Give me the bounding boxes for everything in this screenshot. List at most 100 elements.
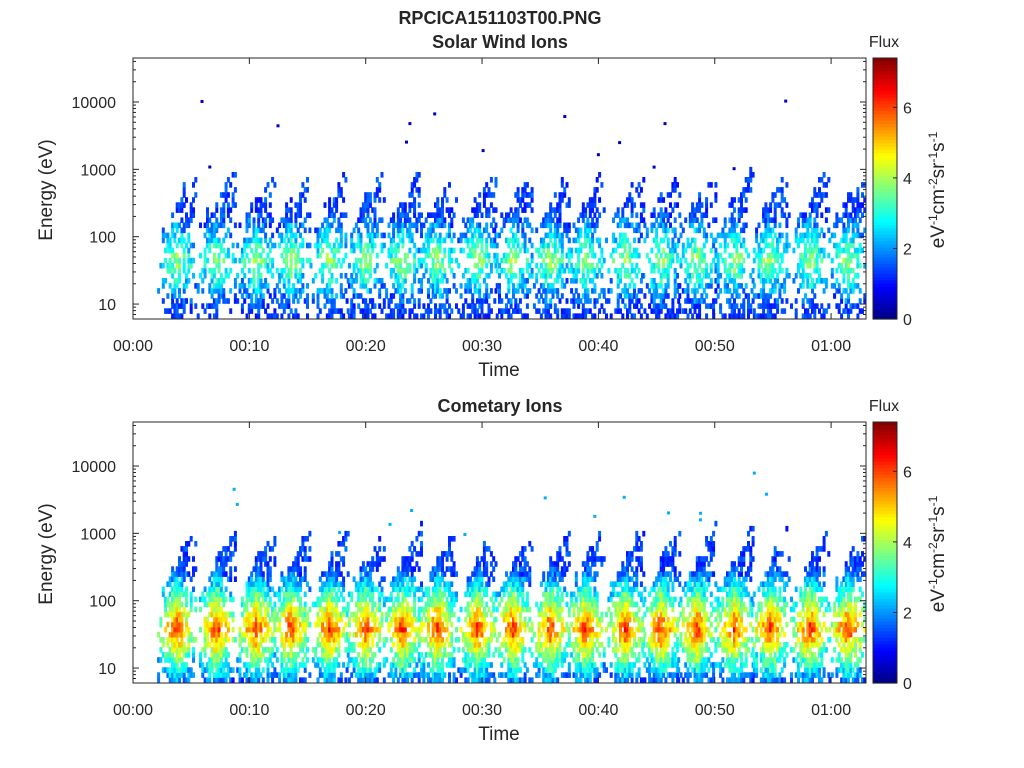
- spectrogram-cell: [392, 672, 396, 678]
- spectrogram-cell: [728, 298, 732, 304]
- spectrogram-cell: [401, 616, 405, 623]
- spectrogram-cell: [695, 298, 699, 304]
- spectrogram-cell: [471, 252, 475, 259]
- spectrogram-cell: [217, 637, 221, 643]
- spectrogram-cell: [752, 293, 756, 299]
- spectrogram-cell: [820, 197, 824, 203]
- spectrogram-cell: [443, 237, 447, 244]
- spectrogram-cell: [441, 278, 444, 284]
- spectrogram-cell: [325, 642, 329, 648]
- spectrogram-cell: [485, 252, 489, 259]
- spectrogram-cell: [737, 237, 741, 244]
- spectrogram-cell: [673, 232, 677, 239]
- spectrogram-cell: [278, 273, 282, 279]
- spectrogram-cell: [259, 576, 263, 582]
- spectrogram-cell: [323, 637, 327, 643]
- spectrogram-cell: [607, 267, 611, 274]
- spectrogram-cell: [359, 308, 363, 314]
- spectrogram-cell: [250, 626, 254, 633]
- spectrogram-cell: [445, 278, 449, 284]
- spectrogram-cell: [366, 581, 370, 587]
- spectrogram-cell: [264, 278, 268, 284]
- spectrogram-cell: [378, 293, 382, 299]
- spectrogram-cell: [268, 237, 272, 244]
- y-tick-label: 100: [89, 230, 116, 247]
- spectrogram-cell: [175, 576, 179, 582]
- spectrogram-cell: [350, 232, 354, 239]
- spectrogram-cell: [635, 252, 639, 259]
- spectrogram-cell: [217, 288, 221, 294]
- spectrogram-cell: [478, 252, 482, 259]
- spectrogram-cell: [574, 267, 578, 274]
- spectrogram-cell: [215, 571, 219, 577]
- spectrogram-cell: [285, 581, 289, 587]
- spectrogram-cell: [252, 677, 256, 683]
- spectrogram-cell: [410, 192, 414, 198]
- spectrogram-cell: [833, 232, 837, 239]
- spectrogram-cell: [178, 672, 181, 678]
- spectrogram-cell: [633, 252, 636, 259]
- spectrogram-cell: [645, 283, 649, 289]
- spectrogram-cell: [766, 252, 770, 259]
- spectrogram-cell: [252, 647, 256, 653]
- spectrogram-cell: [344, 273, 348, 279]
- spectrogram-cell: [671, 237, 675, 244]
- spectrogram-cell: [466, 303, 470, 309]
- spectrogram-cell: [468, 247, 472, 254]
- spectrogram-cell: [652, 267, 656, 274]
- spectrogram-cell: [549, 267, 553, 274]
- spectrogram-cell: [662, 303, 666, 309]
- spectrogram-cell: [222, 293, 226, 299]
- spectrogram-cell: [824, 283, 828, 289]
- spectrogram-cell: [247, 576, 251, 582]
- spectrogram-cell: [759, 273, 763, 279]
- spectrogram-cell: [250, 647, 254, 653]
- spectrogram-cell: [321, 273, 325, 279]
- spectrogram-cell: [771, 247, 775, 254]
- spectrogram-cell: [764, 262, 768, 269]
- spectrogram-cell: [328, 596, 332, 603]
- spectrogram-cell: [294, 626, 298, 633]
- spectrogram-cell: [553, 288, 557, 294]
- spectrogram-cell: [808, 273, 812, 279]
- spectrogram-cell: [323, 647, 327, 653]
- spectrogram-cell: [215, 606, 219, 613]
- spectrogram-cell: [261, 596, 265, 603]
- spectrogram-cell: [264, 561, 268, 567]
- spectrogram-cell: [252, 273, 256, 279]
- spectrogram-cell: [303, 546, 307, 552]
- spectrogram-cell: [294, 591, 298, 598]
- spectrogram-cell: [282, 247, 286, 254]
- spectrogram-cell: [783, 247, 787, 254]
- spectrogram-cell: [542, 242, 546, 249]
- spectrogram-cell: [257, 652, 261, 658]
- spectrogram-cell: [401, 631, 405, 638]
- spectrogram-cell: [773, 257, 777, 264]
- spectrogram-cell: [339, 262, 343, 269]
- spectrogram-cell: [581, 308, 585, 314]
- spectrogram-cell: [182, 546, 186, 552]
- spectrogram-cell: [427, 242, 430, 249]
- spectrogram-cell: [695, 278, 699, 284]
- spectrogram-cell: [759, 262, 763, 269]
- spectrogram-cell: [436, 207, 440, 213]
- spectrogram-cell: [361, 308, 365, 314]
- spectrogram-cell: [498, 262, 501, 269]
- spectrogram-cell: [780, 257, 784, 264]
- spectrogram-cell: [261, 667, 265, 673]
- spectrogram-cell: [387, 626, 391, 633]
- spectrogram-cell: [633, 227, 636, 234]
- colorbar-swatch: [873, 155, 897, 160]
- spectrogram-cell: [389, 637, 393, 643]
- spectrogram-cell: [445, 313, 449, 319]
- spectrogram-cell: [271, 313, 275, 319]
- spectrogram-cell: [292, 621, 296, 628]
- spectrogram-cell: [296, 566, 300, 572]
- spectrogram-cell: [371, 642, 375, 648]
- spectrogram-cell: [637, 252, 641, 259]
- spectrogram-cell: [591, 237, 595, 244]
- spectrogram-cell: [581, 207, 585, 213]
- spectrogram-cell: [655, 242, 659, 249]
- spectrogram-cell: [596, 153, 600, 157]
- spectrogram-cell: [785, 242, 789, 249]
